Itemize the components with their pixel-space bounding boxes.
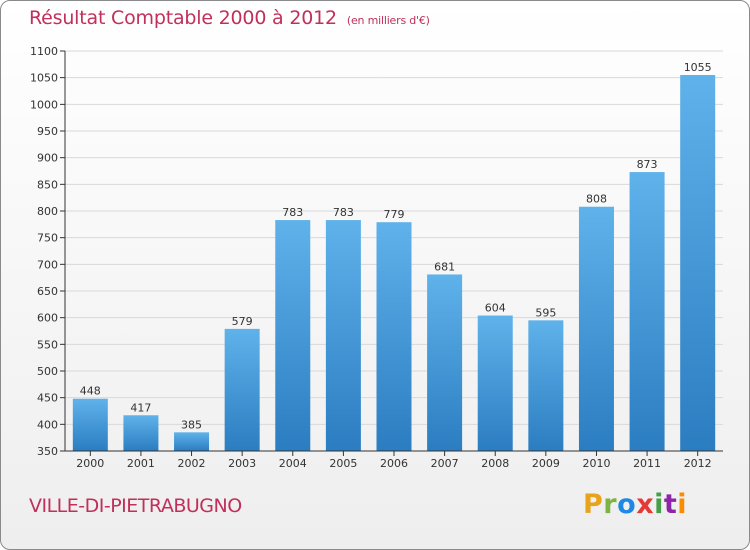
value-label-2008: 604 (485, 302, 506, 315)
y-tick-label: 950 (37, 125, 58, 138)
x-tick-label-2001: 2001 (127, 457, 155, 470)
x-tick-label-2011: 2011 (633, 457, 661, 470)
value-label-2009: 595 (535, 306, 556, 319)
bar-2012 (680, 75, 716, 451)
x-tick-label-2008: 2008 (481, 457, 509, 470)
logo-letter: x (636, 489, 655, 520)
axes: 350 400 450 500 550 600 650 700 750 800 850 900 950 1… (30, 45, 723, 470)
proxiti-logo: Proxiti (583, 489, 687, 520)
y-tick-label: 450 (37, 392, 58, 405)
y-tick-label: 650 (37, 285, 58, 298)
y-tick-label: 600 (37, 312, 58, 325)
value-label-2005: 783 (333, 206, 354, 219)
y-tick-label: 550 (37, 338, 58, 351)
bar-2008 (477, 315, 513, 451)
value-labels: 448 417 385 579 783 783 779 681 604 595 808 873 1055 (80, 61, 712, 431)
logo-letter: r (603, 489, 618, 520)
x-tick-label-2000: 2000 (76, 457, 104, 470)
y-tick-label: 700 (37, 258, 58, 271)
value-label-2004: 783 (282, 206, 303, 219)
bar-2010 (578, 206, 614, 451)
x-tick-label-2009: 2009 (532, 457, 560, 470)
bar-2004 (275, 220, 311, 451)
chart-title-text: Résultat Comptable 2000 à 2012 (29, 7, 337, 29)
bars (72, 75, 716, 452)
x-tick-label-2007: 2007 (431, 457, 459, 470)
chart-unit: (en milliers d'€) (346, 14, 430, 27)
value-label-2003: 579 (232, 315, 253, 328)
x-tick-label-2005: 2005 (329, 457, 357, 470)
y-tick-label: 500 (37, 365, 58, 378)
x-tick-label-2003: 2003 (228, 457, 256, 470)
bar-2002 (174, 432, 210, 451)
value-label-2011: 873 (637, 158, 658, 171)
value-label-2000: 448 (80, 385, 101, 398)
logo-letter: P (583, 489, 604, 520)
value-label-2001: 417 (130, 401, 151, 414)
bar-2003 (224, 328, 260, 451)
logo-letter: i (677, 489, 688, 520)
y-tick-label: 850 (37, 178, 58, 191)
y-tick-label: 400 (37, 418, 58, 431)
x-tick-label-2002: 2002 (178, 457, 206, 470)
value-label-2012: 1055 (684, 61, 712, 74)
value-label-2006: 779 (384, 208, 405, 221)
y-tick-label: 1050 (30, 72, 58, 85)
logo-letter: t (663, 489, 678, 520)
value-label-2010: 808 (586, 193, 607, 206)
x-tick-label-2010: 2010 (582, 457, 610, 470)
y-tick-label: 350 (37, 445, 58, 458)
bar-2007 (427, 274, 463, 451)
x-tick-label-2012: 2012 (684, 457, 712, 470)
x-tick-label-2006: 2006 (380, 457, 408, 470)
x-tick-label-2004: 2004 (279, 457, 307, 470)
bar-2001 (123, 415, 159, 451)
bar-2000 (72, 398, 108, 451)
value-label-2007: 681 (434, 260, 455, 273)
logo-letter: i (654, 489, 664, 520)
chart-title: Résultat Comptable 2000 à 2012 (en millie… (29, 7, 430, 29)
y-tick-label: 750 (37, 232, 58, 245)
bar-2005 (325, 220, 361, 451)
bar-2009 (528, 320, 564, 451)
city-name: VILLE-DI-PIETRABUGNO (29, 495, 242, 517)
value-label-2002: 385 (181, 418, 202, 431)
y-tick-label: 1100 (30, 45, 58, 58)
y-tick-label: 900 (37, 152, 58, 165)
bar-2011 (629, 172, 665, 452)
y-tick-label: 1000 (30, 98, 58, 111)
y-tick-label: 800 (37, 205, 58, 218)
bar-2006 (376, 222, 412, 451)
logo-letter: o (617, 489, 637, 520)
